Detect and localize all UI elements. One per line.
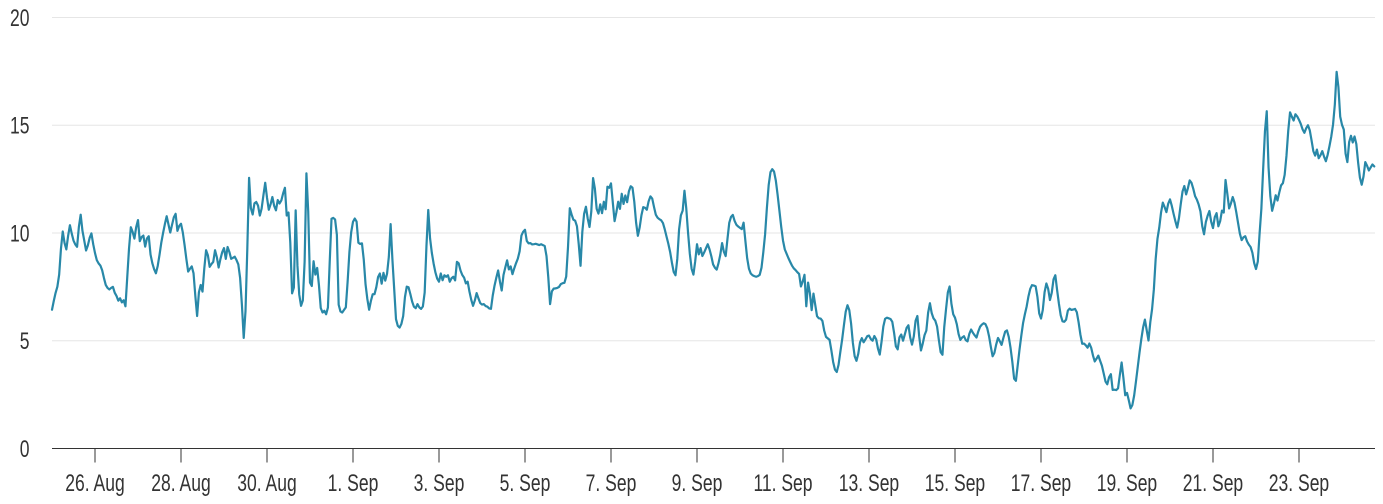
x-tick-label-5. Sep: 5. Sep bbox=[500, 470, 551, 496]
x-tick-label-26. Aug: 26. Aug bbox=[65, 470, 124, 496]
series-group bbox=[50, 70, 1376, 410]
x-tick-label-7. Sep: 7. Sep bbox=[586, 470, 637, 496]
y-axis-labels: 0 5 10 15 20 bbox=[10, 5, 29, 462]
y-tick-label-15: 15 bbox=[10, 113, 29, 139]
x-tick-label-19. Sep: 19. Sep bbox=[1097, 470, 1157, 496]
series-line-0[interactable] bbox=[50, 70, 1376, 410]
y-tick-label-10: 10 bbox=[10, 221, 29, 247]
x-tick-label-9. Sep: 9. Sep bbox=[672, 470, 723, 496]
x-tick-label-28. Aug: 28. Aug bbox=[151, 470, 210, 496]
x-tick-label-13. Sep: 13. Sep bbox=[839, 470, 899, 496]
gridlines bbox=[52, 17, 1375, 342]
x-tick-label-11. Sep: 11. Sep bbox=[753, 470, 812, 496]
y-tick-label-0: 0 bbox=[20, 436, 30, 462]
x-axis-labels: 26. Aug 28. Aug 30. Aug 1. Sep 3. Sep 5. Sep 7… bbox=[65, 470, 1329, 496]
y-tick-label-20: 20 bbox=[10, 5, 29, 31]
x-tick-label-3. Sep: 3. Sep bbox=[414, 470, 465, 496]
x-tick-label-30. Aug: 30. Aug bbox=[237, 470, 296, 496]
x-tick-label-15. Sep: 15. Sep bbox=[925, 470, 985, 496]
y-tick-label-5: 5 bbox=[20, 329, 30, 355]
x-tick-label-21. Sep: 21. Sep bbox=[1183, 470, 1243, 496]
x-tick-label-23. Sep: 23. Sep bbox=[1269, 470, 1329, 496]
x-tick-label-1. Sep: 1. Sep bbox=[328, 470, 379, 496]
x-tick-label-17. Sep: 17. Sep bbox=[1011, 470, 1071, 496]
x-axis bbox=[52, 448, 1375, 463]
